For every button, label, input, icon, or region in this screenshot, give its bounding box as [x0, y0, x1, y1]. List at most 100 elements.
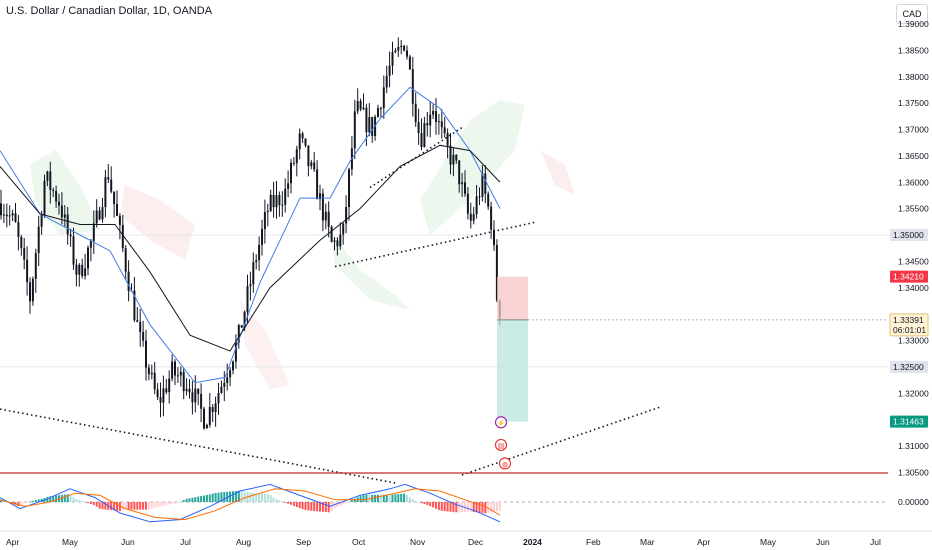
candle-body: [327, 211, 330, 227]
macd-histogram-bar: [26, 502, 29, 503]
macd-histogram-bar: [458, 502, 461, 513]
macd-histogram-bar: [171, 502, 174, 504]
x-tick-label: Sep: [296, 537, 311, 547]
candle-body: [232, 361, 234, 371]
candle-body: [220, 386, 223, 393]
macd-histogram-bar: [159, 502, 162, 507]
candle-body: [223, 383, 226, 387]
candle-body: [319, 193, 321, 200]
macd-histogram-bar: [397, 494, 400, 502]
macd-histogram-bar: [217, 492, 220, 502]
candle-body: [237, 325, 240, 343]
macd-histogram-bar: [185, 498, 188, 502]
candle-body: [8, 215, 11, 217]
y-tick-label: 1.35500: [898, 204, 929, 214]
y-tick-label: 1.32000: [898, 388, 929, 398]
macd-histogram-bar: [182, 500, 185, 502]
candle-body: [406, 50, 408, 57]
macd-histogram-bar: [310, 502, 313, 511]
candle-body: [301, 133, 304, 139]
candle-body: [432, 111, 435, 115]
candle-body: [197, 388, 200, 394]
candle-body: [205, 424, 208, 429]
trendline[interactable]: [334, 221, 538, 268]
macd-histogram-bar: [46, 497, 49, 502]
macd-histogram-bar: [420, 502, 423, 504]
price-label-box: [890, 270, 928, 283]
candle-body: [255, 260, 258, 263]
macd-histogram-bar: [37, 499, 40, 502]
macd-histogram-bar: [400, 493, 403, 502]
candle-body: [400, 45, 403, 47]
candle-body: [249, 284, 252, 287]
candle-body: [145, 340, 147, 368]
price-label-box: [890, 229, 928, 241]
macd-histogram-bar: [417, 502, 420, 503]
price-label-box: [890, 360, 928, 373]
event-icon-glyph: ⚡: [497, 418, 506, 427]
trendline[interactable]: [0, 408, 396, 484]
candle-body: [417, 122, 420, 134]
macd-histogram-bar: [261, 493, 263, 502]
lightning-event-icon[interactable]: ⚡: [494, 416, 508, 429]
price-label: 1.35000: [893, 230, 924, 240]
macd-histogram: [0, 490, 501, 514]
candle-body: [348, 169, 350, 208]
candle-body: [469, 213, 472, 221]
candle-body: [464, 182, 466, 194]
macd-histogram-bar: [429, 502, 432, 507]
macd-histogram-bar: [478, 502, 481, 513]
candle-body: [84, 268, 87, 277]
candle-body: [124, 248, 127, 272]
candle-body: [295, 149, 298, 164]
macd-histogram-bar: [330, 502, 333, 512]
macd-histogram-bar: [211, 493, 214, 502]
currency-button[interactable]: CAD: [896, 4, 928, 24]
economic-events-icon[interactable]: ◍: [498, 457, 512, 470]
us-flag-event-icon[interactable]: ▤: [494, 438, 508, 452]
macd-histogram-bar: [104, 502, 107, 510]
macd-histogram-bar: [95, 502, 98, 507]
candle-body: [443, 127, 446, 134]
candle-body: [353, 111, 356, 149]
macd-histogram-bar: [188, 498, 191, 502]
candle-body: [385, 75, 388, 88]
price-label-box: [890, 415, 928, 428]
event-icon-glyph: ◍: [502, 461, 508, 468]
symbol-title: U.S. Dollar / Canadian Dollar, 1D, OANDA: [6, 5, 213, 17]
macd-histogram-bar: [176, 502, 179, 503]
macd-histogram-bar: [252, 492, 255, 502]
candle-body: [43, 180, 46, 215]
macd-histogram-bar: [179, 501, 182, 503]
candle-body: [440, 121, 443, 128]
candle-body: [211, 407, 214, 413]
cloud-area: [540, 150, 575, 195]
trendline[interactable]: [461, 405, 663, 476]
stop-loss-zone[interactable]: [497, 276, 528, 320]
take-profit-zone[interactable]: [497, 319, 528, 422]
y-tick-label: 1.38500: [898, 45, 929, 55]
macd-histogram-bar: [475, 502, 478, 513]
macd-histogram-bar: [98, 502, 101, 509]
macd-histogram-bar: [319, 502, 321, 512]
macd-histogram-bar: [226, 491, 229, 502]
macd-histogram-bar: [255, 493, 258, 502]
candle-body: [281, 204, 284, 206]
candle-body: [487, 193, 490, 207]
macd-histogram-bar: [69, 494, 72, 502]
candle-body: [292, 162, 295, 164]
candle-body: [29, 282, 31, 302]
macd-histogram-bar: [229, 491, 232, 502]
candle-body: [426, 123, 429, 126]
trendline[interactable]: [369, 126, 464, 189]
macd-histogram-bar: [327, 502, 330, 513]
y-tick-label: 1.39000: [898, 19, 929, 29]
macd-histogram-bar: [301, 502, 304, 510]
macd-histogram-bar: [316, 502, 319, 512]
candle-body: [261, 229, 263, 245]
macd-histogram-bar: [223, 492, 226, 502]
price-label: 1.31463: [893, 417, 924, 427]
macd-histogram-bar: [191, 497, 194, 502]
